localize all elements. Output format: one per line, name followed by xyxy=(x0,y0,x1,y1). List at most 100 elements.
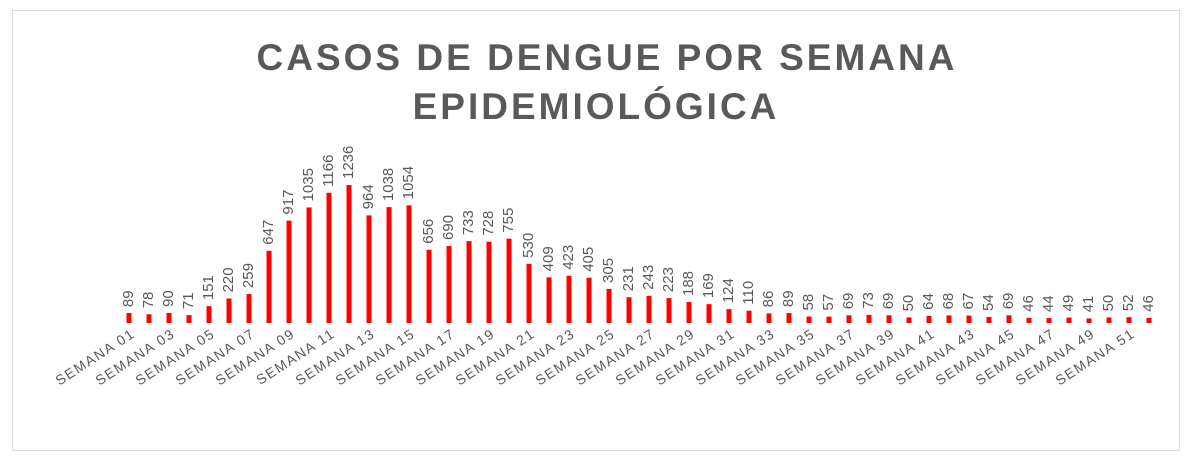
data-label: 46 xyxy=(1020,295,1037,312)
data-label: 1035 xyxy=(300,168,317,201)
data-label: 423 xyxy=(560,245,577,270)
data-label: 151 xyxy=(200,275,217,300)
data-label: 68 xyxy=(940,293,957,310)
data-label: 259 xyxy=(240,263,257,288)
data-label: 690 xyxy=(440,215,457,240)
bar xyxy=(246,294,252,323)
bar xyxy=(846,315,852,323)
data-label: 67 xyxy=(960,293,977,310)
data-label: 1038 xyxy=(380,168,397,201)
data-label: 1236 xyxy=(340,146,357,179)
bar xyxy=(1046,318,1052,323)
bar xyxy=(786,313,792,323)
bar xyxy=(566,275,572,323)
data-label: 917 xyxy=(280,190,297,215)
bar xyxy=(906,317,912,323)
data-label: 57 xyxy=(820,294,837,311)
bar xyxy=(646,295,652,323)
bar xyxy=(406,205,412,323)
data-label: 1166 xyxy=(320,155,337,187)
data-label: 647 xyxy=(260,220,277,245)
bar xyxy=(986,316,992,323)
bar xyxy=(766,313,772,323)
data-label: 46 xyxy=(1140,295,1157,312)
bar xyxy=(306,207,312,323)
bar xyxy=(1106,317,1112,323)
chart-title: CASOS DE DENGUE POR SEMANA xyxy=(257,37,958,78)
bar xyxy=(326,192,332,323)
data-label: 755 xyxy=(500,208,517,233)
data-label: 78 xyxy=(140,292,157,309)
data-label: 71 xyxy=(180,292,197,309)
bar xyxy=(166,312,172,323)
bar xyxy=(506,238,512,323)
data-label: 305 xyxy=(600,258,617,283)
data-label: 110 xyxy=(740,281,757,305)
data-label: 90 xyxy=(160,290,177,307)
bar xyxy=(586,277,592,323)
bar xyxy=(866,314,872,323)
data-label: 73 xyxy=(860,292,877,309)
data-label: 733 xyxy=(460,210,477,235)
data-label: 169 xyxy=(700,273,717,298)
data-label: 231 xyxy=(620,266,637,291)
bar xyxy=(606,288,612,323)
bar xyxy=(806,316,812,323)
data-label: 69 xyxy=(840,293,857,310)
data-label: 54 xyxy=(980,294,997,311)
bar xyxy=(186,315,192,323)
data-label: 656 xyxy=(420,219,437,244)
bar xyxy=(1126,317,1132,323)
bar xyxy=(706,304,712,323)
data-label: 64 xyxy=(920,293,937,310)
bar xyxy=(286,220,292,323)
bar xyxy=(126,313,132,323)
bar xyxy=(1026,317,1032,323)
bar xyxy=(1086,318,1092,323)
bar xyxy=(466,241,472,323)
bar xyxy=(726,309,732,323)
bar xyxy=(626,297,632,323)
data-label: 728 xyxy=(480,211,497,236)
data-label: 50 xyxy=(900,295,917,312)
data-label: 69 xyxy=(1000,293,1017,310)
data-label: 188 xyxy=(680,271,697,296)
data-label: 44 xyxy=(1040,295,1057,312)
data-label: 409 xyxy=(540,246,557,271)
bar xyxy=(1006,315,1012,323)
bar xyxy=(666,298,672,323)
data-label: 41 xyxy=(1080,296,1097,313)
bar xyxy=(266,250,272,323)
bar xyxy=(226,298,232,323)
data-label: 50 xyxy=(1100,295,1117,312)
bar xyxy=(426,249,432,323)
data-label: 405 xyxy=(580,247,597,272)
bar xyxy=(926,315,932,323)
bar xyxy=(746,310,752,323)
data-label: 89 xyxy=(120,290,137,307)
data-label: 530 xyxy=(520,233,537,258)
bar xyxy=(826,316,832,323)
data-label: 58 xyxy=(800,294,817,311)
data-label: 124 xyxy=(720,278,737,303)
bar xyxy=(446,245,452,323)
bar xyxy=(1066,317,1072,323)
data-label: 1054 xyxy=(400,166,417,199)
chart-frame xyxy=(12,10,1180,451)
data-label: 964 xyxy=(360,184,377,209)
chart-title: EPIDEMIOLÓGICA xyxy=(413,85,780,127)
bar xyxy=(546,277,552,323)
bar xyxy=(946,315,952,323)
data-label: 89 xyxy=(780,290,797,307)
bar xyxy=(386,207,392,323)
bar xyxy=(1146,317,1152,323)
bar xyxy=(966,315,972,323)
bar xyxy=(686,302,692,323)
data-label: 223 xyxy=(660,267,677,292)
bar xyxy=(346,185,352,323)
data-label: 49 xyxy=(1060,295,1077,312)
bar xyxy=(366,215,372,323)
bar xyxy=(486,241,492,323)
bar xyxy=(206,306,212,323)
